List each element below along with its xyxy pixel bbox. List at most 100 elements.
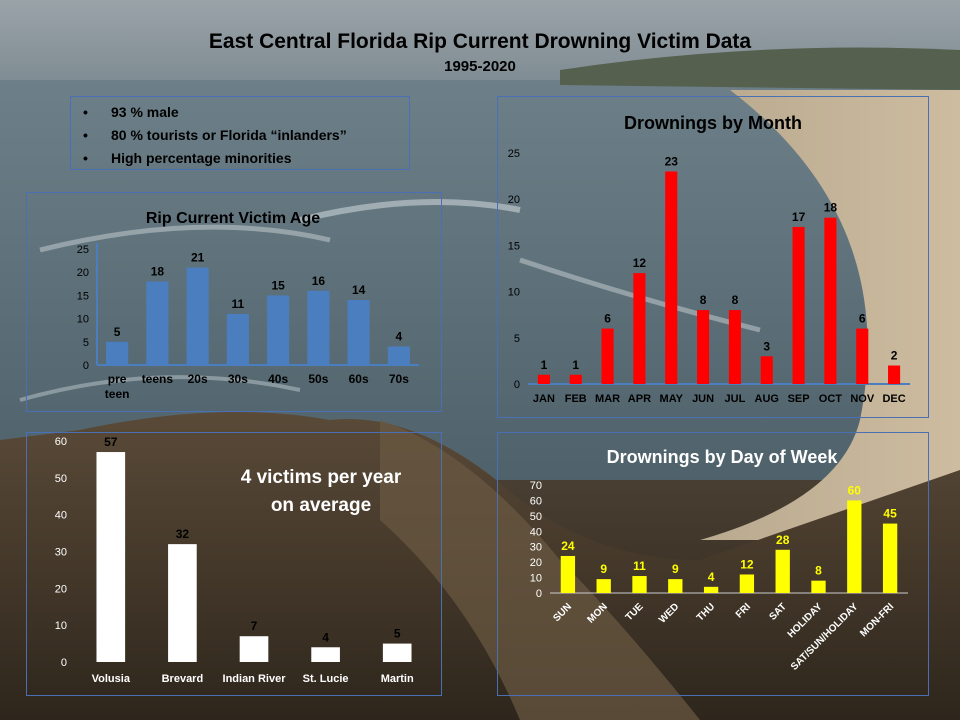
bar (168, 544, 197, 662)
x-tick-label: MAY (660, 393, 684, 405)
bar (239, 636, 269, 662)
fact-item: • 80 % tourists or Florida “inlanders” (71, 124, 409, 147)
x-tick-label: 40s (268, 372, 288, 386)
x-tick-label: SAT (767, 601, 788, 622)
bar (775, 549, 790, 593)
data-label: 60 (848, 483, 862, 497)
x-tick-label: 30s (228, 372, 248, 386)
x-tick-label: WED (657, 601, 681, 625)
y-tick-label: 20 (530, 557, 542, 569)
bar (96, 452, 126, 662)
y-tick-label: 15 (508, 240, 520, 252)
x-tick-label: JUL (725, 393, 746, 405)
y-tick-label: 10 (508, 287, 520, 299)
data-label: 23 (665, 154, 679, 168)
bar (382, 643, 412, 662)
data-label: 6 (859, 312, 866, 326)
y-tick-label: 25 (77, 244, 89, 256)
chart-title: Drownings by Month (624, 113, 802, 133)
x-tick-label: JUN (692, 393, 714, 405)
y-tick-label: 0 (61, 657, 67, 669)
x-tick-label: DEC (882, 393, 905, 405)
data-label: 11 (633, 559, 646, 573)
bullet-icon: • (83, 150, 88, 166)
x-tick-label: 70s (389, 372, 409, 386)
fact-item: • 93 % male (71, 101, 409, 124)
bar (882, 523, 898, 593)
y-tick-label: 10 (77, 314, 89, 326)
data-label: 1 (541, 358, 548, 372)
y-tick-label: 0 (536, 588, 542, 600)
age-chart-panel: Rip Current Victim Age 0 5 10 15 20 25 5 pre teen… (26, 192, 442, 412)
data-label: 18 (151, 264, 165, 278)
bar (537, 374, 550, 384)
y-tick-label: 50 (530, 511, 542, 523)
bar (697, 310, 710, 384)
data-label: 21 (191, 251, 205, 265)
y-tick-label: 20 (55, 583, 67, 595)
x-tick-label: MON (586, 601, 610, 625)
data-label: 16 (312, 274, 326, 288)
data-label: 24 (561, 539, 575, 553)
chart-annotation: 4 victims per year (241, 467, 402, 488)
fact-text: 80 % tourists or Florida “inlanders” (111, 127, 347, 143)
bar (739, 574, 755, 593)
y-tick-label: 60 (55, 436, 67, 448)
data-label: 11 (232, 297, 245, 311)
bar (596, 579, 611, 593)
data-label: 8 (700, 293, 707, 307)
y-tick-label: 25 (508, 148, 520, 160)
day-of-week-chart-panel: Drownings by Day of Week 0 10 20 30 40 50 60 70 2… (497, 432, 929, 696)
bar (856, 328, 869, 384)
data-label: 2 (891, 349, 898, 363)
bar (387, 346, 410, 365)
y-tick-label: 40 (55, 510, 67, 522)
x-tick-label: teens (142, 372, 174, 386)
bar (226, 313, 249, 365)
data-label: 9 (672, 562, 679, 576)
month-chart: Drownings by Month 0 5 10 15 20 25 1 JAN 1 FEB 6 MAR… (508, 113, 910, 405)
x-tick-label: APR (628, 393, 651, 405)
facts-panel: • 93 % male • 80 % tourists or Florida “in… (70, 96, 410, 170)
x-tick-label: 50s (308, 372, 328, 386)
y-tick-label: 5 (83, 337, 89, 349)
x-tick-label: SAT/SUN/HOLIDAY (789, 601, 861, 673)
bar (569, 374, 582, 384)
bar (760, 356, 773, 384)
x-tick-label: Martin (381, 673, 414, 685)
y-tick-label: 15 (77, 290, 89, 302)
data-label: 12 (740, 557, 754, 571)
county-chart-panel: 4 victims per year on average 0 10 20 30 40 50 6… (26, 432, 442, 696)
bar (792, 226, 805, 384)
data-label: 1 (572, 358, 579, 372)
data-label: 5 (394, 627, 401, 641)
y-tick-label: 10 (55, 620, 67, 632)
bar (267, 295, 290, 365)
x-tick-label: THU (695, 601, 717, 623)
data-label: 5 (114, 325, 121, 339)
bar (601, 328, 614, 384)
bar (146, 281, 169, 365)
data-label: 15 (271, 278, 285, 292)
x-tick-label: JAN (533, 393, 555, 405)
x-tick-label: SUN (551, 601, 574, 624)
y-tick-label: 20 (77, 267, 89, 279)
x-tick-label: Volusia (92, 673, 131, 685)
data-label: 28 (776, 533, 790, 547)
x-tick-label: SEP (788, 393, 810, 405)
bar (811, 580, 826, 593)
x-tick-label: TUE (624, 601, 646, 623)
y-tick-label: 30 (530, 542, 542, 554)
bar (668, 579, 683, 593)
y-tick-label: 5 (514, 333, 520, 345)
data-label: 17 (792, 210, 806, 224)
data-label: 7 (251, 619, 258, 633)
y-tick-label: 20 (508, 194, 520, 206)
bar (106, 341, 129, 365)
bar (347, 300, 370, 365)
x-tick-label: MON-FRI (858, 601, 896, 639)
data-label: 9 (600, 562, 607, 576)
bar (632, 576, 647, 593)
data-label: 4 (322, 630, 329, 644)
data-label: 8 (732, 293, 739, 307)
